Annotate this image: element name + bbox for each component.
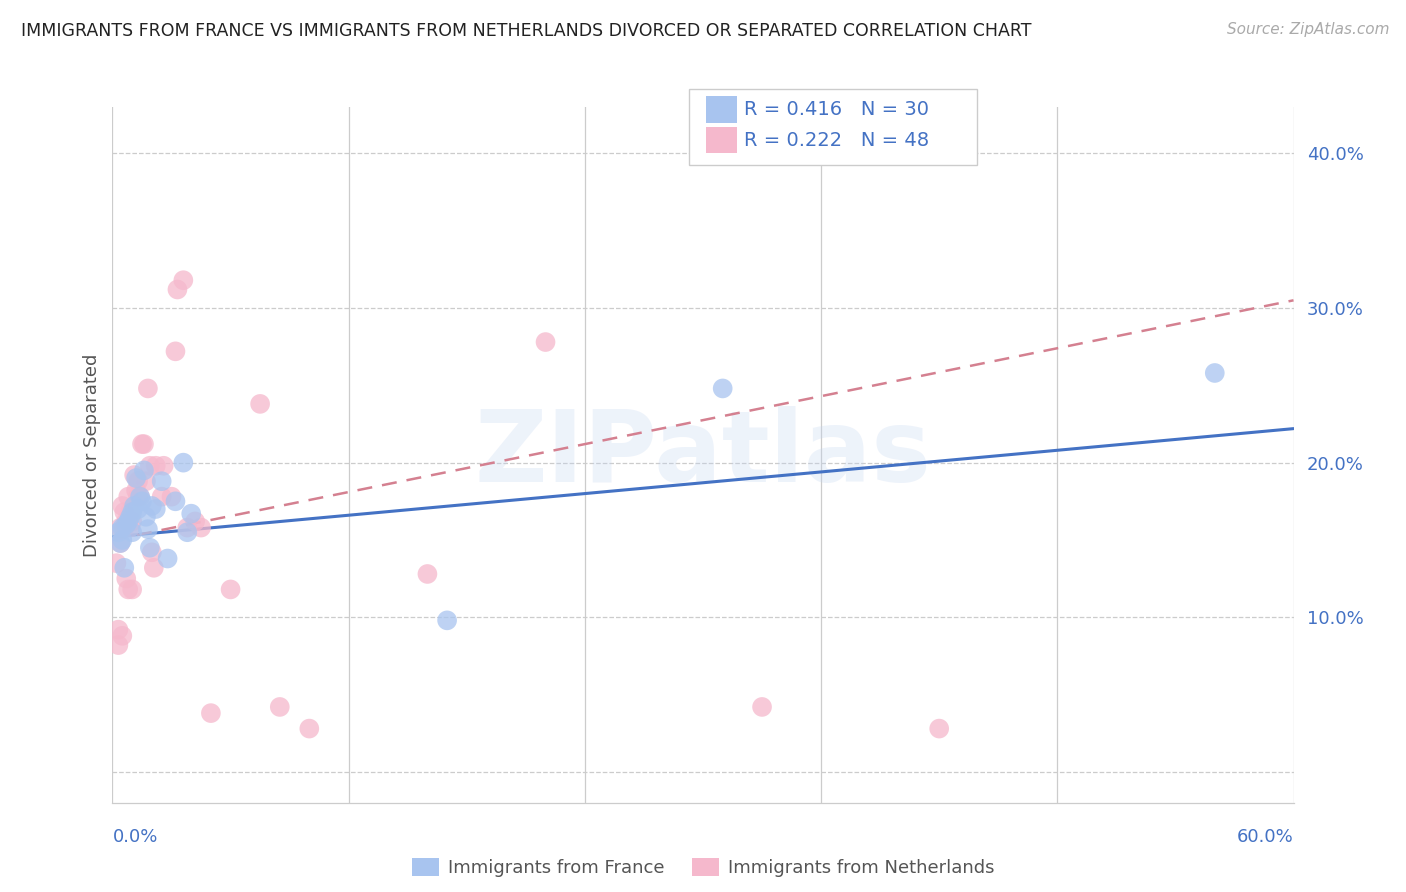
Point xyxy=(112,561,135,575)
Point xyxy=(184,515,207,529)
Point xyxy=(122,468,145,483)
Point xyxy=(121,525,143,540)
Point xyxy=(176,520,198,534)
Point xyxy=(111,520,134,534)
Point xyxy=(107,623,129,637)
Point xyxy=(172,273,194,287)
Point xyxy=(110,536,132,550)
Point xyxy=(132,437,155,451)
Point xyxy=(139,458,162,473)
Point xyxy=(142,561,165,575)
Point xyxy=(120,509,142,524)
Point xyxy=(111,499,134,513)
Point xyxy=(166,283,188,297)
Point xyxy=(160,490,183,504)
Point xyxy=(121,515,143,529)
Point xyxy=(120,520,142,534)
Point xyxy=(112,520,135,534)
Text: IMMIGRANTS FROM FRANCE VS IMMIGRANTS FROM NETHERLANDS DIVORCED OR SEPARATED CORR: IMMIGRANTS FROM FRANCE VS IMMIGRANTS FRO… xyxy=(21,22,1032,40)
Point xyxy=(156,551,179,566)
Point xyxy=(165,494,187,508)
Point xyxy=(125,483,148,498)
Point xyxy=(107,638,129,652)
Point xyxy=(115,515,138,529)
Point xyxy=(125,471,148,485)
Point xyxy=(115,572,138,586)
Point xyxy=(165,344,187,359)
Text: R = 0.222   N = 48: R = 0.222 N = 48 xyxy=(744,130,929,150)
Point xyxy=(129,490,152,504)
Point xyxy=(928,722,950,736)
Text: 0.0%: 0.0% xyxy=(112,828,157,846)
Point xyxy=(416,566,439,581)
Text: ZIPatlas: ZIPatlas xyxy=(475,407,931,503)
Point xyxy=(107,525,129,540)
Point xyxy=(135,474,157,488)
Point xyxy=(110,536,132,550)
Point xyxy=(152,458,174,473)
Legend: Immigrants from France, Immigrants from Netherlands: Immigrants from France, Immigrants from … xyxy=(405,850,1001,884)
Point xyxy=(534,334,557,349)
Point xyxy=(249,397,271,411)
Point xyxy=(111,533,134,547)
Point xyxy=(145,502,167,516)
Point xyxy=(127,474,149,488)
Point xyxy=(269,700,291,714)
Point xyxy=(121,505,143,519)
Text: R = 0.416   N = 30: R = 0.416 N = 30 xyxy=(744,100,929,120)
Point xyxy=(131,437,153,451)
Point xyxy=(117,582,139,597)
Point xyxy=(117,490,139,504)
Point xyxy=(122,499,145,513)
Point xyxy=(219,582,242,597)
Point xyxy=(132,463,155,477)
Point xyxy=(105,556,128,570)
Text: 60.0%: 60.0% xyxy=(1237,828,1294,846)
Point xyxy=(110,520,132,534)
Point xyxy=(176,525,198,540)
Point xyxy=(127,490,149,504)
Point xyxy=(172,456,194,470)
Point xyxy=(751,700,773,714)
Point xyxy=(135,509,157,524)
Point xyxy=(436,613,458,627)
Point xyxy=(139,541,162,555)
Point xyxy=(120,505,142,519)
Point xyxy=(190,520,212,534)
Point xyxy=(127,502,149,516)
Point xyxy=(180,507,202,521)
Point xyxy=(136,522,159,536)
Point xyxy=(711,381,734,395)
Y-axis label: Divorced or Separated: Divorced or Separated xyxy=(83,353,101,557)
Point xyxy=(145,458,167,473)
Point xyxy=(200,706,222,720)
Point xyxy=(121,582,143,597)
Point xyxy=(136,381,159,395)
Point xyxy=(131,494,153,508)
Point xyxy=(150,490,173,504)
Point xyxy=(141,499,163,513)
Point xyxy=(111,629,134,643)
Text: Source: ZipAtlas.com: Source: ZipAtlas.com xyxy=(1226,22,1389,37)
Point xyxy=(1204,366,1226,380)
Point xyxy=(141,545,163,559)
Point xyxy=(129,490,152,504)
Point xyxy=(115,517,138,532)
Point xyxy=(117,515,139,529)
Point xyxy=(112,505,135,519)
Point xyxy=(150,474,173,488)
Point xyxy=(298,722,321,736)
